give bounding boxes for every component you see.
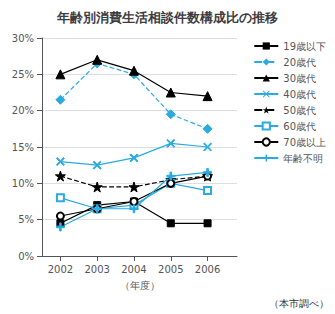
svg-text:70歳以上: 70歳以上 [283, 137, 326, 148]
svg-text:10%: 10% [12, 178, 34, 189]
svg-text:30歳代: 30歳代 [283, 73, 316, 84]
svg-text:20%: 20% [12, 105, 34, 116]
svg-text:2005: 2005 [158, 264, 183, 275]
svg-text:（年度）: （年度） [120, 280, 160, 291]
svg-text:19歳以下: 19歳以下 [283, 41, 326, 52]
svg-text:40歳代: 40歳代 [283, 89, 316, 100]
svg-text:2004: 2004 [121, 264, 146, 275]
svg-text:20歳代: 20歳代 [283, 57, 316, 68]
svg-text:50歳代: 50歳代 [283, 105, 316, 116]
svg-text:30%: 30% [12, 33, 34, 44]
svg-text:60歳代: 60歳代 [283, 121, 316, 132]
svg-text:15%: 15% [12, 142, 34, 153]
svg-text:（本市調べ）: （本市調べ） [269, 298, 329, 309]
svg-text:2006: 2006 [195, 264, 220, 275]
svg-text:年齢別消費生活相談件数構成比の推移: 年齢別消費生活相談件数構成比の推移 [56, 10, 278, 25]
svg-text:2003: 2003 [84, 264, 109, 275]
svg-text:0%: 0% [18, 251, 34, 262]
svg-text:25%: 25% [12, 69, 34, 80]
svg-text:2002: 2002 [48, 264, 73, 275]
svg-text:5%: 5% [18, 214, 34, 225]
svg-text:年齢不明: 年齢不明 [283, 153, 323, 164]
